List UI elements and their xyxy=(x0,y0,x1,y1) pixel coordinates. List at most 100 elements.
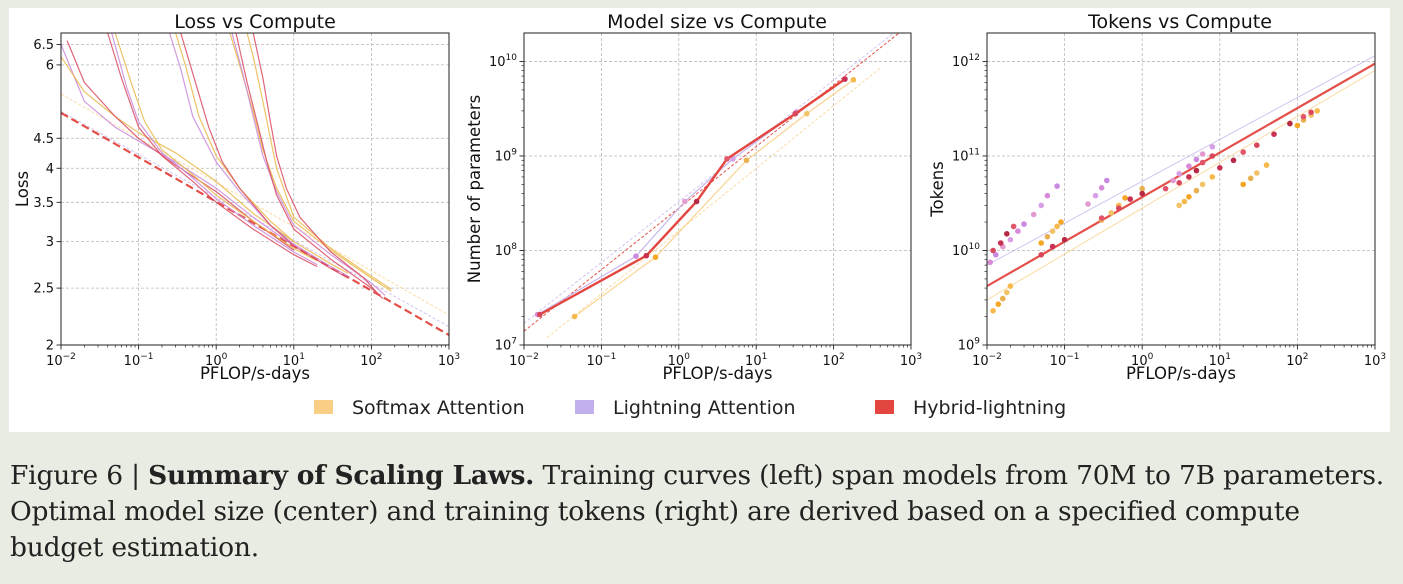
data-point-softmax xyxy=(1186,194,1192,200)
data-point-softmax xyxy=(1049,228,1056,234)
data-point-hybrid xyxy=(1061,236,1068,243)
data-point-lightning xyxy=(730,156,736,162)
data-point-hybrid xyxy=(537,311,543,318)
data-point-hybrid xyxy=(1139,190,1145,197)
data-point-softmax xyxy=(1314,108,1320,114)
y-tick-label: 108 xyxy=(495,242,518,259)
data-point-hybrid xyxy=(643,252,650,259)
caption-body: Training curves (left) span models from … xyxy=(10,460,1385,563)
data-point-lightning xyxy=(1098,185,1105,191)
fit-line-softmax xyxy=(61,93,449,316)
data-point-softmax xyxy=(990,308,996,314)
data-point-lightning xyxy=(1209,144,1216,150)
model-size-chart: 10−2 10−1 100 101 102 103 107 108 109 1010 Model s… xyxy=(465,11,922,383)
x-tick-label: 101 xyxy=(1209,352,1231,369)
data-point-softmax xyxy=(1044,233,1051,240)
chart-title: Loss vs Compute xyxy=(174,11,336,33)
data-point-hybrid xyxy=(693,198,700,205)
fit-line-lightning xyxy=(987,55,1375,266)
data-point-lightning xyxy=(1104,177,1110,184)
legend-item: Lightning Attention xyxy=(575,397,796,419)
training-curve-hybrid xyxy=(252,33,378,294)
axes-frame xyxy=(986,32,1376,346)
data-point-lightning xyxy=(1015,228,1021,234)
legend-item: Hybrid-lightning xyxy=(875,397,1066,419)
training-curve-softmax xyxy=(246,33,392,290)
axes-frame xyxy=(60,32,450,346)
fit-line-softmax xyxy=(987,70,1375,301)
y-tick-label: 1011 xyxy=(952,147,980,164)
data-point-softmax xyxy=(1247,175,1254,182)
y-tick-label: 1010 xyxy=(489,53,517,70)
x-tick-label: 10−2 xyxy=(509,352,539,369)
data-point-softmax xyxy=(571,313,578,320)
data-point-lightning xyxy=(1030,211,1037,218)
data-point-lightning xyxy=(1007,236,1014,243)
data-point-hybrid xyxy=(1230,157,1237,164)
series-line-hybrid xyxy=(539,78,846,316)
data-point-hybrid xyxy=(1193,167,1200,174)
data-point-lightning xyxy=(1193,156,1200,163)
data-point-hybrid xyxy=(1287,120,1293,127)
data-point-softmax xyxy=(1263,162,1270,168)
data-point-softmax xyxy=(1193,187,1200,194)
data-point-softmax xyxy=(1240,181,1246,188)
y-tick-label: 109 xyxy=(495,147,518,164)
ticks: 10−2 10−1 100 101 102 103 107 108 109 1010 xyxy=(489,53,922,369)
y-tick-label: 3 xyxy=(46,235,54,250)
y-tick-label: 109 xyxy=(958,337,981,354)
y-tick-label: 6 xyxy=(46,58,54,73)
data-point-hybrid xyxy=(990,247,996,254)
x-tick-label: 101 xyxy=(283,352,305,369)
data-point-softmax xyxy=(1054,223,1060,230)
legend-swatch xyxy=(875,400,894,414)
y-tick-label: 6.5 xyxy=(33,38,54,53)
data-point-lightning xyxy=(682,198,688,205)
figure-panel: 10−2 10−1 100 101 102 103 2 2.5 3 3.5 4 4.5 6 6.5 Loss… xyxy=(9,8,1390,432)
data-point-softmax xyxy=(1176,202,1182,209)
axes-frame xyxy=(523,32,912,346)
data-point-softmax xyxy=(1004,289,1010,296)
y-tick-label: 4.5 xyxy=(33,132,54,147)
training-curve-hybrid xyxy=(180,33,349,279)
x-tick-label: 100 xyxy=(205,352,228,369)
data-point-softmax xyxy=(1199,181,1206,188)
chart-title: Tokens vs Compute xyxy=(1087,11,1272,33)
data-point-softmax xyxy=(1294,122,1301,129)
x-tick-label: 103 xyxy=(900,352,922,369)
x-tick-label: 103 xyxy=(438,352,460,369)
data-point-lightning xyxy=(1038,202,1044,209)
y-tick-label: 3.5 xyxy=(33,196,54,211)
data-point-hybrid xyxy=(1186,174,1192,180)
data-point-lightning xyxy=(1092,192,1099,199)
y-tick-label: 1012 xyxy=(952,53,980,70)
legend: Softmax Attention Lightning Attention Hybr… xyxy=(314,397,1066,419)
x-tick-label: 103 xyxy=(1364,352,1386,369)
fit-line-hybrid xyxy=(61,111,449,336)
data-point-softmax xyxy=(1181,198,1188,205)
data-point-hybrid xyxy=(1116,205,1122,211)
data-point-hybrid xyxy=(1098,215,1105,221)
x-tick-label: 100 xyxy=(668,352,691,369)
training-curve-softmax xyxy=(229,33,392,292)
legend-label: Hybrid-lightning xyxy=(913,397,1066,419)
data-point-softmax xyxy=(850,77,857,83)
chart-title: Model size vs Compute xyxy=(607,11,827,33)
data-point-lightning xyxy=(1054,183,1060,189)
y-tick-label: 1010 xyxy=(952,242,980,259)
x-tick-label: 100 xyxy=(1131,352,1154,369)
fit-line-softmax xyxy=(546,67,881,338)
data-point-lightning xyxy=(633,253,639,259)
x-axis-label: PFLOP/s-days xyxy=(200,364,310,383)
caption-title: Summary of Scaling Laws. xyxy=(148,460,535,491)
data-point-softmax xyxy=(1108,210,1115,216)
y-tick-label: 2.5 xyxy=(33,282,54,297)
plot-area xyxy=(524,33,900,338)
data-point-lightning xyxy=(1176,170,1182,177)
data-point-lightning xyxy=(1186,163,1192,169)
grid xyxy=(60,33,450,346)
legend-swatch xyxy=(575,400,594,414)
legend-label: Softmax Attention xyxy=(352,397,525,419)
loss-chart: 10−2 10−1 100 101 102 103 2 2.5 3 3.5 4 4.5 6 6.5 Loss… xyxy=(13,11,460,383)
data-point-softmax xyxy=(743,157,750,164)
